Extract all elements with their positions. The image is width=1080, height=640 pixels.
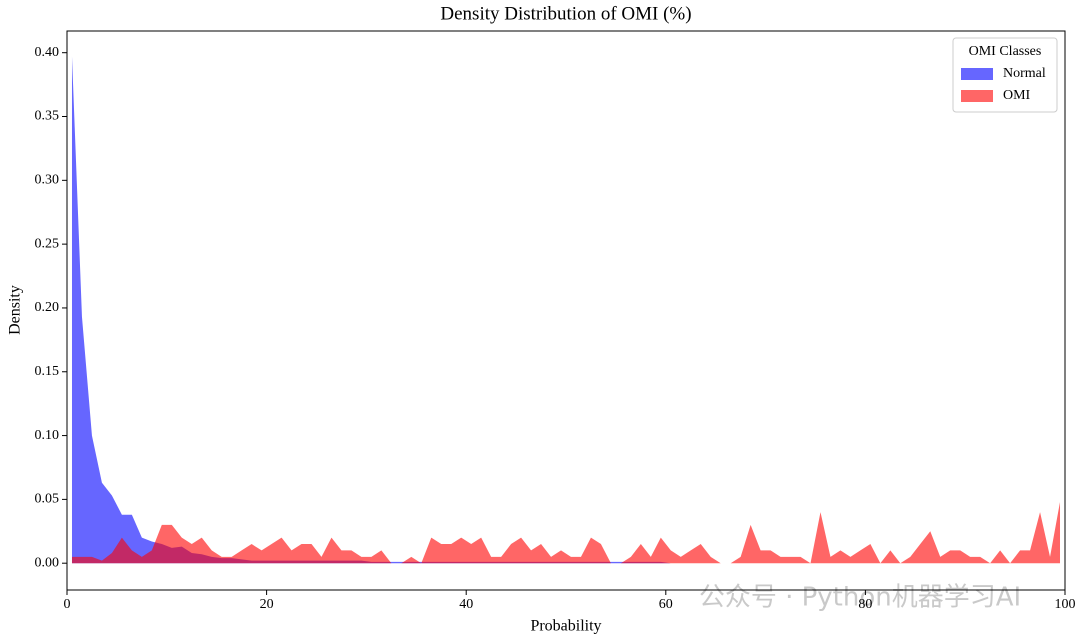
y-tick-label: 0.20 bbox=[35, 300, 60, 315]
plot-frame bbox=[66, 30, 1066, 591]
y-tick-label: 0.25 bbox=[35, 236, 60, 251]
legend-swatch bbox=[961, 68, 993, 80]
y-tick-label: 0.30 bbox=[35, 173, 60, 188]
y-tick-label: 0.00 bbox=[35, 555, 60, 570]
x-axis-label: Probability bbox=[530, 618, 601, 635]
y-tick-label: 0.35 bbox=[35, 109, 60, 124]
x-tick-label: 60 bbox=[659, 597, 673, 612]
y-tick-label: 0.15 bbox=[35, 364, 60, 379]
x-tick-label: 80 bbox=[858, 597, 872, 612]
x-tick-label: 20 bbox=[260, 597, 274, 612]
legend-title: OMI Classes bbox=[969, 44, 1042, 59]
legend-swatch bbox=[961, 90, 993, 102]
legend-label: OMI bbox=[1003, 88, 1031, 103]
watermark: 公众号 · Python机器学习AI bbox=[699, 583, 1021, 613]
y-tick-label: 0.40 bbox=[35, 45, 60, 60]
y-axis-label: Density bbox=[7, 285, 24, 335]
density-area bbox=[71, 56, 1061, 564]
legend-label: Normal bbox=[1003, 66, 1046, 81]
density-area bbox=[71, 501, 1061, 564]
x-tick-label: 0 bbox=[64, 597, 71, 612]
y-tick-label: 0.10 bbox=[35, 428, 60, 443]
chart-title: Density Distribution of OMI (%) bbox=[440, 3, 691, 24]
x-tick-label: 100 bbox=[1055, 597, 1076, 612]
y-tick-label: 0.05 bbox=[35, 492, 60, 507]
x-tick-label: 40 bbox=[459, 597, 473, 612]
